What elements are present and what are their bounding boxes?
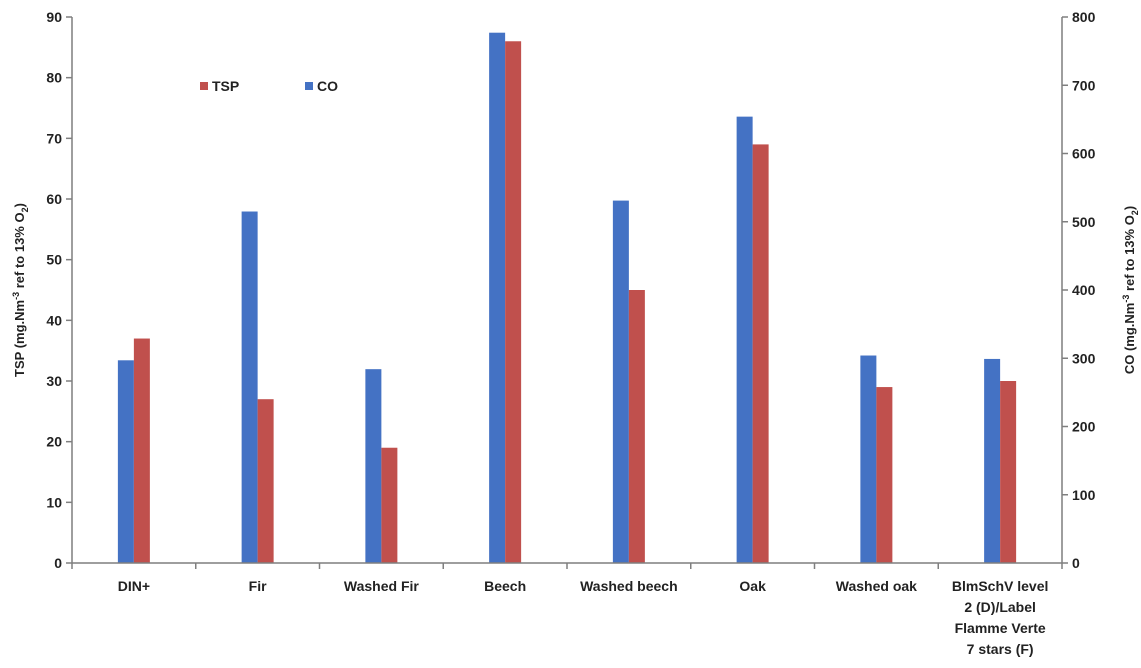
- y-left-tick-1: 10: [46, 494, 62, 510]
- axes: 0 10 20 30 40 50 60 70 80 90 0 100 200 300 400 500 600 70…: [46, 9, 1095, 657]
- bar-co-6: [860, 355, 877, 563]
- legend-label-co: CO: [317, 78, 338, 94]
- y-right-tick-1: 100: [1072, 487, 1096, 503]
- x-tick-label-6: Washed oak: [836, 578, 917, 594]
- bar-co-1: [241, 211, 258, 563]
- y-left-tick-2: 20: [46, 434, 62, 450]
- y-axis-left-title: TSP (mg.Nm-3 ref to 13% O2): [11, 203, 30, 377]
- y-right-tick-4: 400: [1072, 282, 1096, 298]
- y-left-tick-5: 50: [46, 252, 62, 268]
- bar-tsp-5: [752, 144, 769, 563]
- y-right-tick-7: 700: [1072, 77, 1096, 93]
- bar-co-4: [612, 200, 629, 563]
- legend-swatch-tsp: [200, 82, 208, 90]
- x-tick-label-7: BlmSchV level 2 (D)/Label Flamme Verte 7 st…: [952, 578, 1049, 657]
- bar-tsp-0: [133, 338, 150, 563]
- y-left-tick-3: 30: [46, 373, 62, 389]
- bar-co-0: [117, 360, 134, 563]
- y-right-tick-3: 300: [1072, 350, 1096, 366]
- x-tick-label-4: Washed beech: [580, 578, 678, 594]
- y-left-tick-0: 0: [54, 555, 62, 571]
- y-left-tick-9: 90: [46, 9, 62, 25]
- plot-area: [117, 32, 1017, 564]
- bar-tsp-6: [876, 387, 893, 563]
- y-axis-right-title: CO (mg.Nm-3 ref to 13% O2): [1121, 206, 1140, 374]
- x-tick-label-3: Beech: [484, 578, 526, 594]
- y-left-tick-4: 40: [46, 312, 62, 328]
- bar-tsp-3: [505, 41, 522, 564]
- x-tick-label-2: Washed Fir: [344, 578, 419, 594]
- y-left-tick-8: 80: [46, 70, 62, 86]
- x-tick-label-0: DIN+: [118, 578, 150, 594]
- bar-co-7: [984, 358, 1001, 563]
- bar-co-5: [736, 116, 753, 564]
- y-left-tick-7: 70: [46, 130, 62, 146]
- legend-label-tsp: TSP: [212, 78, 239, 94]
- bar-tsp-4: [628, 290, 645, 563]
- y-right-tick-5: 500: [1072, 214, 1096, 230]
- axis-titles: TSP (mg.Nm-3 ref to 13% O2) CO (mg.Nm-3 r…: [11, 203, 1140, 377]
- y-right-tick-6: 600: [1072, 146, 1096, 162]
- bar-tsp-1: [257, 399, 274, 563]
- y-right-tick-8: 800: [1072, 9, 1096, 25]
- y-left-tick-6: 60: [46, 191, 62, 207]
- bar-tsp-7: [1000, 381, 1017, 563]
- bar-co-3: [489, 32, 506, 563]
- legend: TSP CO: [200, 78, 338, 94]
- x-tick-label-5: Oak: [739, 578, 766, 594]
- y-right-tick-0: 0: [1072, 555, 1080, 571]
- bar-tsp-2: [381, 447, 398, 563]
- y-right-tick-2: 200: [1072, 419, 1096, 435]
- legend-swatch-co: [305, 82, 313, 90]
- x-tick-label-1: Fir: [249, 578, 267, 594]
- bar-co-2: [365, 369, 382, 563]
